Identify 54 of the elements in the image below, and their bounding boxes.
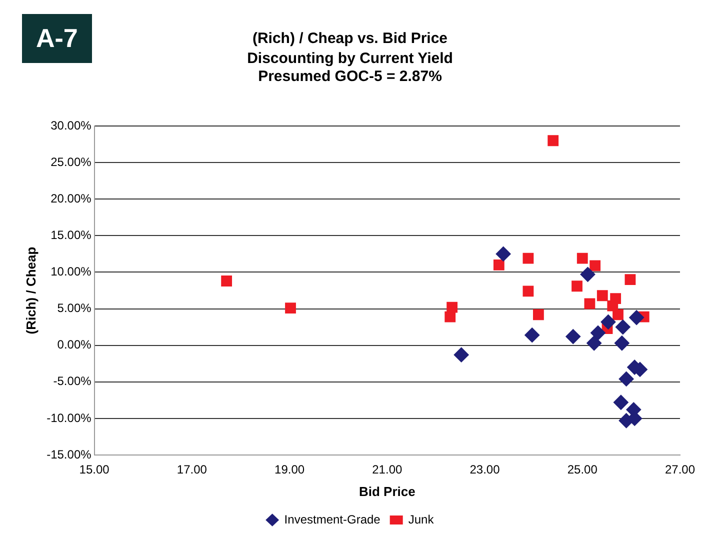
point — [584, 298, 596, 310]
x-tick-label: 15.00 — [79, 462, 110, 477]
x-tick-label: 25.00 — [567, 462, 598, 477]
point — [522, 286, 534, 297]
point — [614, 336, 630, 351]
y-tick-label: -5.00% — [53, 374, 92, 388]
point — [613, 394, 628, 410]
text: A-7 — [22, 14, 92, 63]
point — [496, 246, 511, 262]
x-tick-label: 21.00 — [372, 462, 402, 477]
y-axis-title: (Rich) / Cheap — [23, 246, 38, 334]
point — [572, 280, 582, 292]
point — [618, 371, 634, 386]
x-tick-label: 23.00 — [470, 462, 500, 477]
legend-label: Investment-Grade — [284, 512, 381, 526]
y-tick-label: 30.00% — [50, 118, 92, 132]
y-tick-label: 5.00% — [57, 301, 92, 316]
point — [524, 328, 540, 343]
x-axis-title: Bid Price — [358, 484, 416, 499]
point — [533, 309, 544, 320]
y-tick-label: 20.00% — [50, 191, 92, 206]
x-tick-label: 17.00 — [176, 462, 208, 477]
point — [285, 302, 296, 314]
point — [629, 310, 644, 326]
point — [493, 259, 504, 270]
legend-label: Junk — [408, 512, 435, 526]
point — [612, 309, 624, 320]
y-tick-label: 25.00% — [50, 154, 92, 169]
point — [444, 311, 456, 322]
point — [454, 347, 469, 362]
point — [590, 325, 606, 340]
point — [221, 276, 232, 286]
point — [522, 252, 534, 264]
point — [596, 290, 608, 302]
point — [624, 274, 636, 285]
y-tick-label: -10.00% — [46, 410, 92, 425]
point — [600, 314, 616, 330]
point — [610, 293, 622, 304]
x-tick-label: 19.00 — [274, 462, 305, 477]
y-tick-label: -15.00% — [46, 447, 92, 462]
point — [566, 329, 581, 344]
point — [586, 336, 602, 351]
point — [615, 320, 630, 335]
x-tick-label: 27.00 — [664, 462, 696, 477]
point — [590, 260, 601, 272]
point — [580, 266, 596, 282]
y-tick-label: 0.00% — [57, 338, 92, 352]
point — [548, 135, 559, 146]
chart-subtitle: Discounting by Current Yield Presumed GOC-5 = 2.87% — [247, 50, 453, 86]
chart-title: (Rich) / Cheap vs. Bid Price — [252, 30, 448, 48]
point — [446, 302, 458, 313]
point — [576, 252, 588, 264]
y-tick-label: 15.00% — [50, 228, 92, 242]
y-tick-label: 10.00% — [50, 264, 92, 279]
